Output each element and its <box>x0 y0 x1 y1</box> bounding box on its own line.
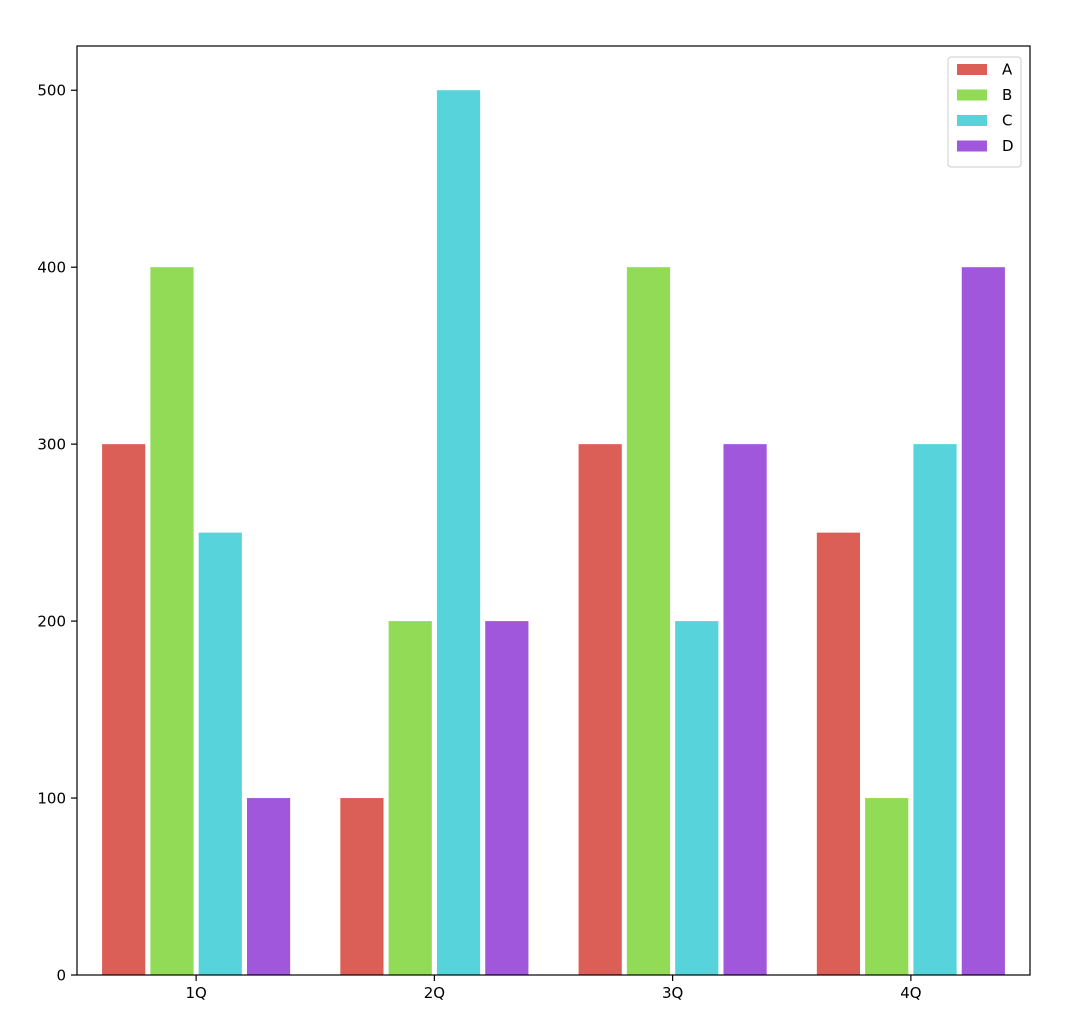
y-tick-label: 100 <box>37 790 66 808</box>
legend-item-B: B <box>957 86 1012 104</box>
bar-group-1Q <box>102 267 291 975</box>
y-tick-label: 400 <box>37 259 66 277</box>
legend-swatch <box>957 64 987 75</box>
bar-group-2Q <box>340 90 529 976</box>
y-tick-label: 0 <box>56 967 66 985</box>
legend-swatch <box>957 89 987 101</box>
bar-B-2Q <box>388 621 432 975</box>
bar-A-2Q <box>340 798 384 975</box>
plot-frame <box>76 45 1031 976</box>
bar-A-1Q <box>102 444 146 975</box>
bar-A-4Q <box>816 532 861 975</box>
bars-layer <box>102 90 1005 976</box>
bar-group-4Q <box>816 267 1005 975</box>
bar-D-2Q <box>485 621 529 975</box>
bar-C-4Q <box>913 444 957 975</box>
axes-layer: 0 100 200 300 400 500 1Q 2Q 3Q 4Q <box>37 45 1031 1002</box>
legend-item-D: D <box>957 137 1014 155</box>
x-tick-label: 1Q <box>185 984 206 1002</box>
bar-C-3Q <box>675 621 719 975</box>
bar-D-4Q <box>961 267 1005 975</box>
y-tick-label: 500 <box>37 82 66 100</box>
bar-D-3Q <box>723 444 767 975</box>
legend-label: A <box>1002 61 1013 79</box>
legend-item-A: A <box>957 61 1013 79</box>
bar-B-1Q <box>150 267 194 975</box>
bar-A-3Q <box>578 444 622 975</box>
legend-swatch <box>957 115 987 126</box>
x-tick-label: 4Q <box>900 984 921 1002</box>
bar-C-1Q <box>198 532 242 975</box>
legend-box <box>947 56 1022 168</box>
legend-label: B <box>1002 86 1012 104</box>
bar-B-3Q <box>626 267 671 975</box>
bar-C-2Q <box>436 90 481 976</box>
y-tick-label: 300 <box>37 436 66 454</box>
legend-item-C: C <box>957 112 1012 130</box>
bar-B-4Q <box>865 798 909 975</box>
bar-group-3Q <box>578 267 767 975</box>
x-tick-label: 2Q <box>424 984 445 1002</box>
legend-swatch <box>957 140 987 152</box>
x-tick-label: 3Q <box>662 984 683 1002</box>
legend-label: D <box>1002 137 1014 155</box>
y-tick-label: 200 <box>37 613 66 631</box>
bar-D-1Q <box>246 798 291 975</box>
legend-label: C <box>1002 112 1012 130</box>
